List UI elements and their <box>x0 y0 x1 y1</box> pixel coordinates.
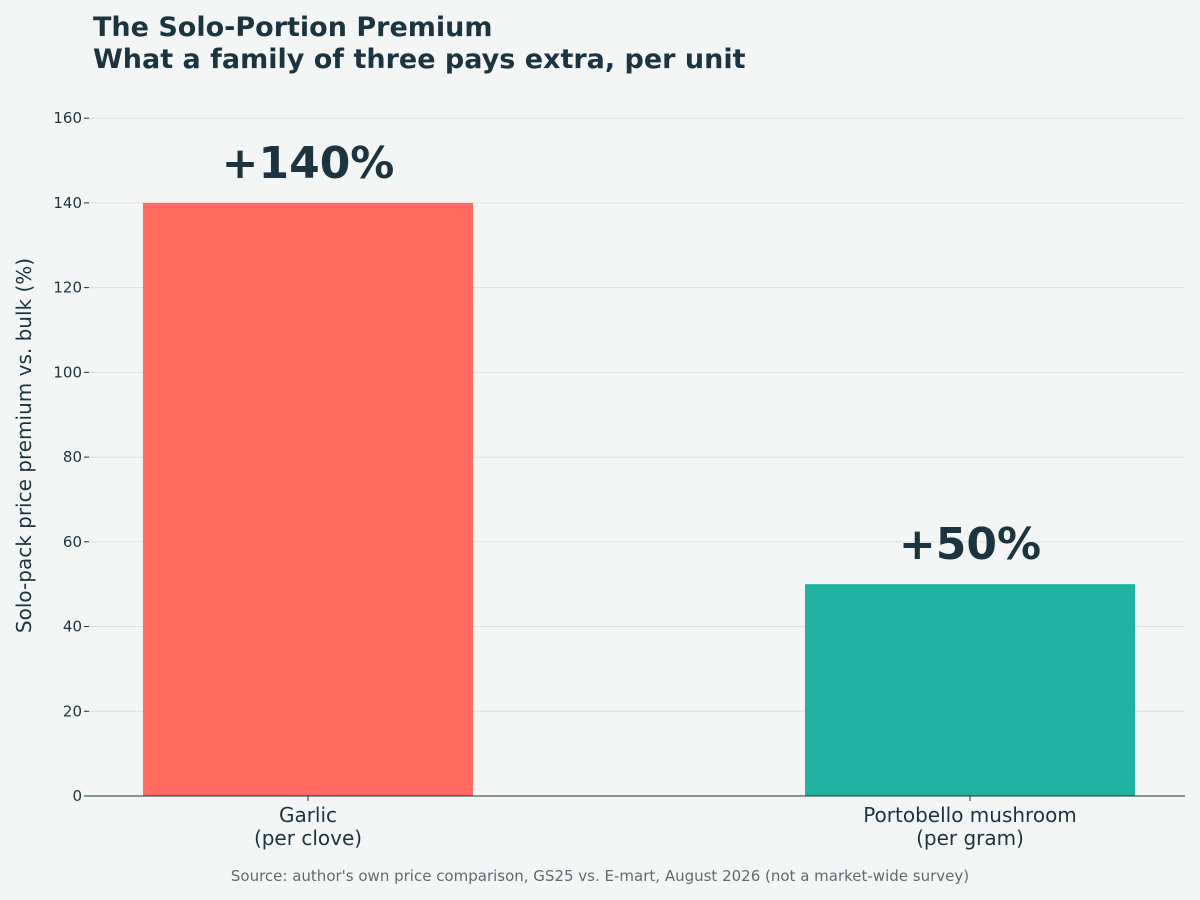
bar-value-label: +50% <box>899 519 1041 570</box>
x-tick-label: Portobello mushroom (per gram) <box>863 803 1077 850</box>
y-tick-label: 0 <box>72 787 82 805</box>
y-tick-label: 80 <box>63 448 82 466</box>
bar <box>143 202 473 797</box>
source-note: Source: author's own price comparison, G… <box>230 867 970 885</box>
y-axis-title: Solo-pack price premium vs. bulk (%) <box>12 258 36 633</box>
y-tick-label: 160 <box>53 109 82 127</box>
y-tick-label: 140 <box>53 194 82 212</box>
y-tick-label: 120 <box>53 279 82 297</box>
bar <box>805 584 1135 796</box>
y-tick-label: 20 <box>63 702 82 720</box>
y-tick-label: 60 <box>63 533 82 551</box>
x-tick-label: Garlic (per clove) <box>254 803 362 850</box>
chart-title-block: The Solo-Portion Premium What a family o… <box>93 12 746 76</box>
y-tick-label: 100 <box>53 363 82 381</box>
bar-value-label: +140% <box>222 138 395 189</box>
chart-subtitle: What a family of three pays extra, per u… <box>93 44 746 75</box>
chart-title: The Solo-Portion Premium <box>93 12 493 43</box>
y-tick-label: 40 <box>63 618 82 636</box>
